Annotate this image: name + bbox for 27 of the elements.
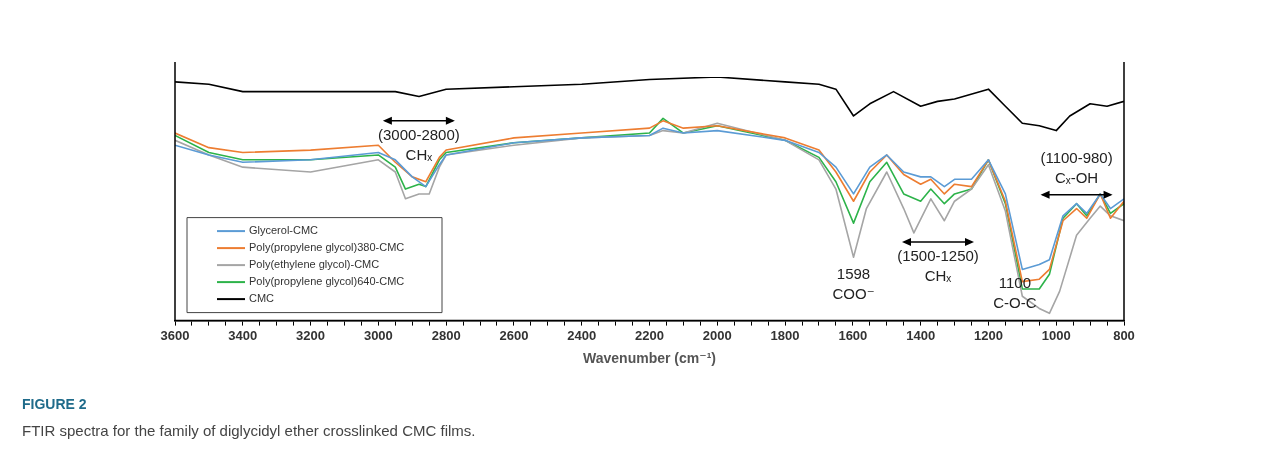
legend-label: Poly(propylene glycol)380-CMC bbox=[249, 241, 405, 254]
x-tick-label: 2200 bbox=[635, 327, 664, 343]
text: FTIR spectra for the family of diglycidyl ether crosslinked CMC films. bbox=[22, 422, 477, 439]
legend-label: Glycerol-CMC bbox=[249, 224, 319, 237]
x-tick-label: 2400 bbox=[567, 327, 597, 343]
x-tick-label: 3200 bbox=[296, 327, 326, 343]
annotation: (3000-2800) CHₓ bbox=[378, 125, 460, 163]
legend-label: Poly(propylene glycol)640-CMC bbox=[249, 275, 405, 288]
x-tick-label: 2600 bbox=[499, 327, 529, 343]
x-tick-label: 3600 bbox=[160, 327, 190, 343]
x-tick-label: 1400 bbox=[906, 327, 936, 343]
legend-label: CMC bbox=[249, 292, 275, 305]
x-axis-title: Wavenumber (cm⁻¹) bbox=[583, 350, 716, 367]
x-tick-label: 1200 bbox=[973, 327, 1003, 343]
x-tick-label: 1800 bbox=[770, 327, 800, 343]
x-tick-label: 3400 bbox=[228, 327, 258, 343]
x-tick-label: 2800 bbox=[431, 327, 461, 343]
x-tick-label: 3000 bbox=[363, 327, 393, 343]
annotation: (1100-980) Cₓ-OH bbox=[1040, 148, 1113, 186]
x-tick-label: 800 bbox=[1113, 327, 1135, 343]
annotation: 1598 COO⁻ bbox=[832, 265, 875, 303]
legend-label: Poly(ethylene glycol)-CMC bbox=[249, 258, 380, 271]
text: FIGURE 2 bbox=[22, 396, 88, 412]
x-tick-label: 1600 bbox=[838, 327, 868, 343]
annotation: (1500-1250) CHₓ bbox=[897, 247, 979, 285]
x-tick-label: 1000 bbox=[1041, 327, 1071, 343]
x-tick-label: 2000 bbox=[702, 327, 732, 343]
